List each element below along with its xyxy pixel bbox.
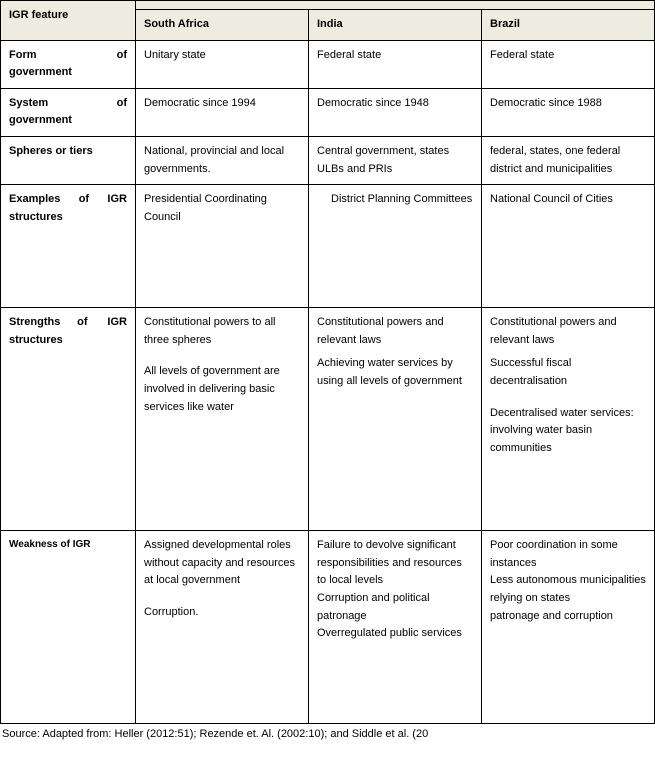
weakness-sa-2: Corruption. bbox=[144, 604, 300, 622]
header-brazil: Brazil bbox=[482, 10, 655, 41]
examples-label-1c: IGR bbox=[107, 191, 127, 209]
cell-strengths-label: Strengths of IGR structures bbox=[1, 308, 136, 531]
row-weakness: Weakness of IGR Assigned developmental r… bbox=[1, 531, 655, 724]
weakness-br-2: Less autonomous municipalities relying o… bbox=[490, 572, 646, 607]
header-south-africa: South Africa bbox=[136, 10, 309, 41]
row-form: Form of government Unitary state Federal… bbox=[1, 40, 655, 88]
cell-system-label: System of government bbox=[1, 88, 136, 136]
strengths-in-2: Achieving water services by using all le… bbox=[317, 355, 473, 390]
cell-form-in: Federal state bbox=[309, 40, 482, 88]
source-citation: Source: Adapted from: Heller (2012:51); … bbox=[0, 724, 655, 744]
cell-spheres-sa: National, provincial and local governmen… bbox=[136, 136, 309, 184]
cell-system-in: Democratic since 1948 bbox=[309, 88, 482, 136]
cell-examples-br: National Council of Cities bbox=[482, 185, 655, 308]
strengths-sa-1: Constitutional powers to all three spher… bbox=[144, 314, 300, 349]
cell-strengths-br: Constitutional powers and relevant laws … bbox=[482, 308, 655, 531]
cell-spheres-in: Central government, states ULBs and PRIs bbox=[309, 136, 482, 184]
cell-examples-label: Examples of IGR structures bbox=[1, 185, 136, 308]
cell-examples-in: District Planning Committees bbox=[309, 185, 482, 308]
weakness-br-1: Poor coordination in some instances bbox=[490, 537, 646, 572]
cell-weakness-br: Poor coordination in some instances Less… bbox=[482, 531, 655, 724]
examples-label-1b: of bbox=[79, 191, 89, 209]
cell-weakness-sa: Assigned developmental roles without cap… bbox=[136, 531, 309, 724]
header-india: India bbox=[309, 10, 482, 41]
examples-label-1a: Examples bbox=[9, 191, 60, 209]
cell-examples-sa: Presidential Coordinating Council bbox=[136, 185, 309, 308]
igr-comparison-table: IGR feature South Africa India Brazil Fo… bbox=[0, 0, 655, 724]
strengths-br-3: Decentralised water services: involving … bbox=[490, 405, 646, 458]
form-label-part2: of bbox=[117, 47, 127, 65]
source-text: Source: Adapted from: Heller (2012:51); … bbox=[2, 728, 428, 740]
form-label-part3: government bbox=[9, 64, 127, 82]
system-label-part1: System bbox=[9, 95, 48, 113]
system-label-part3: government bbox=[9, 112, 127, 130]
form-label-part1: Form bbox=[9, 47, 37, 65]
cell-strengths-sa: Constitutional powers to all three spher… bbox=[136, 308, 309, 531]
cell-system-br: Democratic since 1988 bbox=[482, 88, 655, 136]
cell-system-sa: Democratic since 1994 bbox=[136, 88, 309, 136]
strengths-br-1: Constitutional powers and relevant laws bbox=[490, 314, 646, 349]
header-blank-span bbox=[136, 1, 655, 10]
cell-weakness-label: Weakness of IGR bbox=[1, 531, 136, 724]
strengths-label-1c: IGR bbox=[104, 314, 127, 332]
row-spheres: Spheres or tiers National, provincial an… bbox=[1, 136, 655, 184]
table-header-row: IGR feature bbox=[1, 1, 655, 10]
strengths-label-1a: Strengths bbox=[9, 314, 60, 332]
cell-form-sa: Unitary state bbox=[136, 40, 309, 88]
row-examples: Examples of IGR structures Presidential … bbox=[1, 185, 655, 308]
strengths-in-1: Constitutional powers and relevant laws bbox=[317, 314, 473, 349]
strengths-label-part2: structures bbox=[9, 332, 127, 350]
cell-form-br: Federal state bbox=[482, 40, 655, 88]
weakness-in-2: Corruption and political patronage bbox=[317, 590, 473, 625]
cell-spheres-br: federal, states, one federal district an… bbox=[482, 136, 655, 184]
header-igr-feature: IGR feature bbox=[1, 1, 136, 41]
weakness-in-1: Failure to devolve significant responsib… bbox=[317, 537, 473, 590]
strengths-label-1b: of bbox=[77, 314, 87, 332]
cell-spheres-label: Spheres or tiers bbox=[1, 136, 136, 184]
examples-label-part2: structures bbox=[9, 209, 127, 227]
weakness-br-3: patronage and corruption bbox=[490, 608, 646, 626]
system-label-part2: of bbox=[117, 95, 127, 113]
cell-strengths-in: Constitutional powers and relevant laws … bbox=[309, 308, 482, 531]
weakness-sa-1: Assigned developmental roles without cap… bbox=[144, 537, 300, 590]
cell-form-label: Form of government bbox=[1, 40, 136, 88]
row-system: System of government Democratic since 19… bbox=[1, 88, 655, 136]
cell-weakness-in: Failure to devolve significant responsib… bbox=[309, 531, 482, 724]
strengths-br-2: Successful fiscal decentralisation bbox=[490, 355, 646, 390]
row-strengths: Strengths of IGR structures Constitution… bbox=[1, 308, 655, 531]
weakness-in-3: Overregulated public services bbox=[317, 625, 473, 643]
strengths-sa-2: All levels of government are involved in… bbox=[144, 363, 300, 416]
